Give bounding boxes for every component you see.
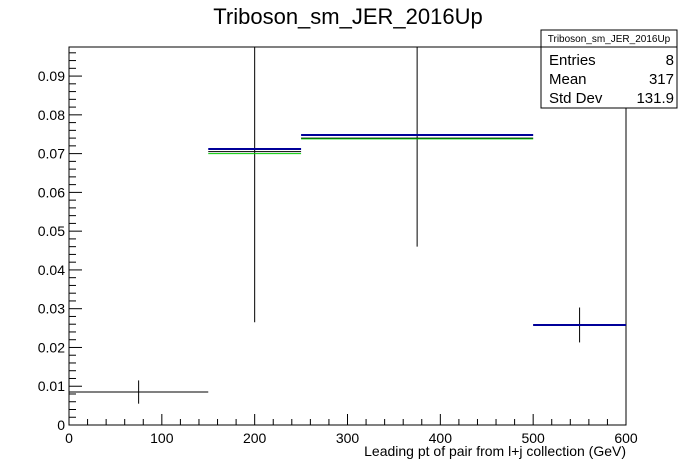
y-tick-label: 0.04 bbox=[38, 262, 65, 278]
y-tick-label: 0.01 bbox=[38, 378, 65, 394]
stats-mean-label: Mean bbox=[549, 71, 587, 88]
x-tick-label: 0 bbox=[65, 430, 73, 446]
histogram-series bbox=[69, 47, 626, 404]
y-tick-label: 0.09 bbox=[38, 68, 65, 84]
y-tick-label: 0 bbox=[57, 417, 65, 433]
x-tick-label: 400 bbox=[429, 430, 453, 446]
x-tick-label: 100 bbox=[150, 430, 174, 446]
x-tick-label: 600 bbox=[614, 430, 638, 446]
y-tick-label: 0.03 bbox=[38, 301, 65, 317]
stats-entries-value: 8 bbox=[666, 52, 674, 69]
y-tick-label: 0.06 bbox=[38, 184, 65, 200]
y-axis: 0 0.01 0.02 0.03 0.04 0.05 0.06 0.07 0.08 0.09 bbox=[38, 52, 82, 433]
y-tick-label: 0.05 bbox=[38, 223, 65, 239]
x-axis: 0 100 200 300 400 500 600 bbox=[65, 414, 638, 446]
stats-box-title: Triboson_sm_JER_2016Up bbox=[548, 34, 671, 45]
stats-box: Triboson_sm_JER_2016Up Entries 8 Mean 31… bbox=[540, 29, 678, 109]
x-tick-label: 500 bbox=[521, 430, 545, 446]
stats-mean-value: 317 bbox=[649, 71, 674, 88]
x-axis-label: Leading pt of pair from l+j collection (… bbox=[364, 443, 626, 459]
y-tick-label: 0.07 bbox=[38, 146, 65, 162]
y-tick-label: 0.02 bbox=[38, 339, 65, 355]
stats-stddev-value: 131.9 bbox=[636, 90, 674, 107]
x-tick-label: 200 bbox=[243, 430, 267, 446]
chart-title: Triboson_sm_JER_2016Up bbox=[213, 4, 482, 29]
stats-entries-label: Entries bbox=[549, 52, 596, 69]
stats-stddev-label: Std Dev bbox=[549, 90, 603, 107]
x-tick-label: 300 bbox=[336, 430, 360, 446]
y-tick-label: 0.08 bbox=[38, 107, 65, 123]
stats-box-frame bbox=[540, 29, 678, 109]
